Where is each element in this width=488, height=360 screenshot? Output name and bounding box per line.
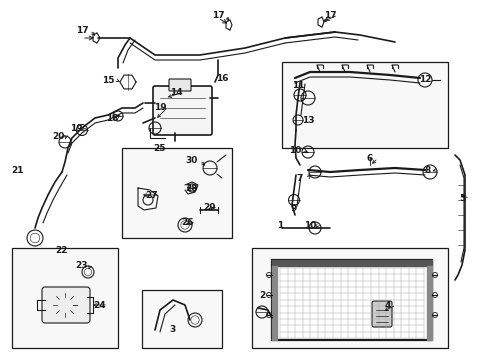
Text: 15: 15: [102, 76, 114, 85]
Text: 21: 21: [12, 166, 24, 175]
FancyBboxPatch shape: [42, 287, 90, 323]
Text: 25: 25: [153, 144, 166, 153]
Text: 18: 18: [105, 113, 118, 122]
Text: 19: 19: [153, 103, 166, 112]
FancyBboxPatch shape: [153, 86, 212, 135]
Text: 19: 19: [70, 123, 82, 132]
Text: 11: 11: [291, 81, 304, 90]
Text: 22: 22: [56, 246, 68, 255]
Bar: [12, 248, 118, 348]
Text: 17: 17: [323, 10, 336, 19]
Text: 16: 16: [215, 73, 228, 82]
Bar: [271, 260, 431, 340]
Text: 28: 28: [185, 184, 198, 193]
Bar: [142, 290, 222, 348]
Text: 17: 17: [211, 10, 224, 19]
Text: 27: 27: [145, 190, 158, 199]
Text: 9: 9: [290, 203, 297, 212]
Text: 13: 13: [301, 116, 314, 125]
Text: 10: 10: [303, 220, 316, 230]
Text: 2: 2: [258, 291, 264, 300]
Text: 5: 5: [458, 194, 464, 202]
Text: 6: 6: [366, 153, 372, 162]
Text: 10: 10: [288, 145, 301, 154]
Text: 7: 7: [296, 174, 303, 183]
Text: 17: 17: [76, 26, 88, 35]
Text: 30: 30: [185, 156, 198, 165]
Text: 3: 3: [168, 325, 175, 334]
Text: 12: 12: [418, 75, 430, 84]
Text: 20: 20: [52, 131, 64, 140]
FancyBboxPatch shape: [169, 79, 191, 91]
Text: 23: 23: [76, 261, 88, 270]
FancyBboxPatch shape: [371, 301, 391, 327]
Bar: [251, 248, 447, 348]
Text: 4: 4: [384, 301, 390, 310]
Text: 24: 24: [94, 301, 106, 310]
Text: 14: 14: [169, 87, 182, 96]
Text: 29: 29: [203, 202, 216, 212]
Text: 1: 1: [276, 220, 283, 230]
Text: 26: 26: [182, 217, 194, 226]
Text: 8: 8: [424, 166, 430, 175]
Bar: [282, 62, 447, 148]
Bar: [122, 148, 231, 238]
